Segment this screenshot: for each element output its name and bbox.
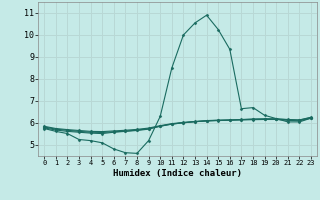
X-axis label: Humidex (Indice chaleur): Humidex (Indice chaleur) xyxy=(113,169,242,178)
